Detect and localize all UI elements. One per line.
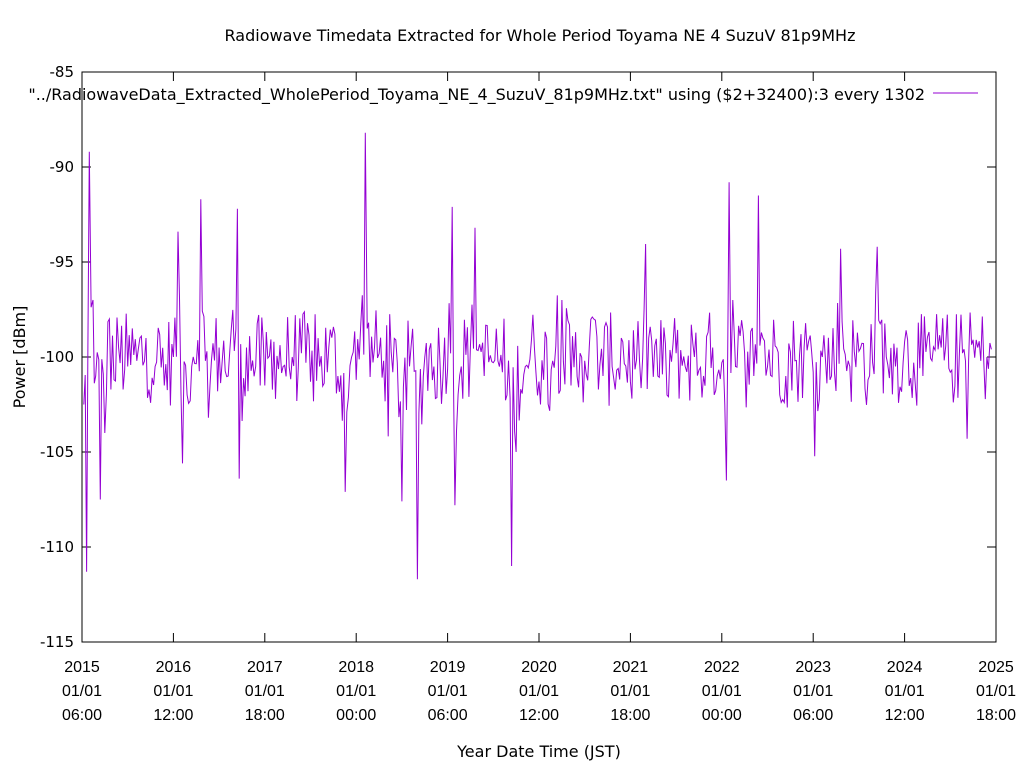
x-axis: 2015 01/01 06:00 2016 01/01 12:00 2017 01/01 18:… — [62, 72, 1016, 724]
x-tick-label: 01/01 — [245, 683, 285, 700]
x-tick-label: 06:00 — [793, 707, 833, 724]
x-tick-label: 01/01 — [336, 683, 376, 700]
x-tick-label: 18:00 — [610, 707, 650, 724]
y-axis-label: Power [dBm] — [10, 306, 29, 409]
y-tick-label: -105 — [40, 443, 74, 461]
series-line — [83, 132, 992, 580]
x-tick-label: 2023 — [795, 659, 831, 676]
x-tick-label: 01/01 — [610, 683, 650, 700]
x-tick-label: 01/01 — [702, 683, 742, 700]
x-tick-label: 2022 — [704, 659, 740, 676]
x-tick-label: 01/01 — [62, 683, 102, 700]
y-axis: -85 -90 -95 -100 -105 -110 -115 — [40, 63, 996, 651]
x-tick-label: 00:00 — [336, 707, 376, 724]
y-tick-label: -85 — [50, 63, 75, 81]
y-tick-label: -90 — [50, 158, 75, 176]
x-tick-label: 06:00 — [428, 707, 468, 724]
x-tick-label: 12:00 — [519, 707, 559, 724]
x-tick-label: 2017 — [247, 659, 283, 676]
x-tick-label: 2021 — [613, 659, 649, 676]
legend-entry-label: "../RadiowaveData_Extracted_WholePeriod_… — [28, 85, 925, 105]
x-tick-label: 2025 — [978, 659, 1014, 676]
x-tick-label: 01/01 — [153, 683, 193, 700]
y-tick-label: -110 — [40, 538, 74, 556]
x-tick-label: 2020 — [521, 659, 557, 676]
x-tick-label: 06:00 — [62, 707, 102, 724]
x-tick-label: 01/01 — [519, 683, 559, 700]
legend: "../RadiowaveData_Extracted_WholePeriod_… — [28, 85, 978, 105]
y-tick-label: -100 — [40, 348, 74, 366]
x-tick-label: 12:00 — [153, 707, 193, 724]
x-tick-label: 01/01 — [885, 683, 925, 700]
x-tick-label: 2019 — [430, 659, 466, 676]
y-tick-label: -95 — [50, 253, 75, 271]
x-tick-label: 2016 — [156, 659, 192, 676]
x-tick-label: 00:00 — [702, 707, 742, 724]
x-tick-label: 18:00 — [976, 707, 1016, 724]
x-tick-label: 01/01 — [793, 683, 833, 700]
x-tick-label: 01/01 — [976, 683, 1016, 700]
x-tick-label: 18:00 — [245, 707, 285, 724]
x-tick-label: 2015 — [64, 659, 100, 676]
x-axis-label: Year Date Time (JST) — [456, 742, 621, 761]
x-tick-label: 01/01 — [428, 683, 468, 700]
y-tick-label: -115 — [40, 633, 74, 651]
x-tick-label: 12:00 — [885, 707, 925, 724]
chart-title: Radiowave Timedata Extracted for Whole P… — [225, 26, 856, 45]
x-tick-label: 2024 — [887, 659, 923, 676]
x-tick-label: 2018 — [338, 659, 374, 676]
